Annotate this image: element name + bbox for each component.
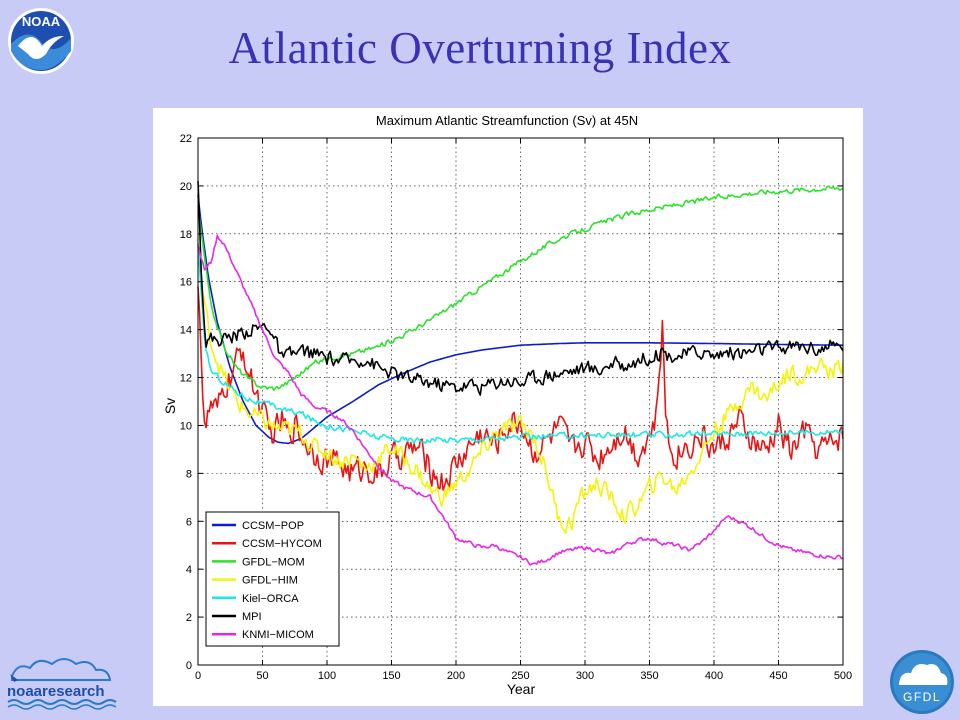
series-line-0	[197, 195, 843, 445]
noaa-research-logo: noaaresearch	[7, 658, 117, 710]
x-tick-label: 250	[511, 670, 529, 682]
axes: 0 50 100 150 200 250 300 350 400 450 500 0 2 4 6 8 10 12 1…	[180, 133, 852, 682]
gfdl-logo-text: GFDL	[903, 690, 941, 704]
legend-label: CCSM−POP	[242, 520, 304, 532]
x-tick-label: 300	[576, 670, 594, 682]
y-tick-label: 16	[180, 277, 192, 289]
y-tick-label: 10	[180, 420, 192, 432]
y-tick-label: 22	[180, 133, 192, 145]
series-line-3	[197, 243, 844, 535]
series-line-2	[197, 185, 844, 391]
noaa-logo: NOAA	[8, 8, 74, 74]
x-axis-title: Year	[507, 681, 536, 697]
x-tick-label: 200	[447, 670, 465, 682]
y-tick-label: 6	[186, 516, 192, 528]
streamfunction-chart: 0 50 100 150 200 250 300 350 400 450 500 0 2 4 6 8 10 12 1…	[162, 113, 852, 697]
legend: CCSM−POP CCSM−HYCOM GFDL−MOM GFDL−HIM Kiel−O…	[205, 511, 340, 647]
y-tick-label: 2	[186, 612, 192, 624]
legend-label: GFDL−HIM	[242, 575, 298, 587]
y-tick-label: 20	[180, 181, 192, 193]
x-tick-label: 400	[705, 670, 723, 682]
legend-label: KNMI−MICOM	[242, 629, 314, 641]
legend-label: Kiel−ORCA	[242, 593, 299, 605]
series-line-4	[197, 243, 844, 445]
legend-label: GFDL−MOM	[242, 556, 305, 568]
noaa-research-text: noaaresearch	[7, 683, 105, 700]
series-line-5	[197, 181, 844, 396]
y-axis-title: Sv	[162, 398, 178, 414]
series-lines	[197, 181, 844, 566]
legend-label: MPI	[242, 611, 262, 623]
x-tick-label: 450	[769, 670, 787, 682]
y-tick-label: 18	[180, 229, 192, 241]
x-tick-label: 0	[195, 670, 201, 682]
chart-panel: 0 50 100 150 200 250 300 350 400 450 500 0 2 4 6 8 10 12 1…	[153, 108, 863, 706]
y-tick-label: 4	[186, 564, 192, 576]
y-tick-label: 0	[186, 660, 192, 672]
gfdl-logo: GFDL	[890, 650, 954, 714]
y-tick-label: 8	[186, 468, 192, 480]
chart-title: Maximum Atlantic Streamfunction (Sv) at …	[376, 113, 638, 128]
x-tick-label: 500	[834, 670, 852, 682]
x-tick-label: 100	[318, 670, 336, 682]
y-tick-label: 12	[180, 373, 192, 385]
series-line-6	[197, 234, 844, 566]
legend-label: CCSM−HYCOM	[242, 538, 322, 550]
noaa-logo-text: NOAA	[22, 14, 61, 29]
y-tick-label: 14	[180, 325, 192, 337]
slide-title: Atlantic Overturning Index	[228, 23, 732, 73]
x-tick-label: 50	[256, 670, 268, 682]
x-tick-label: 350	[640, 670, 658, 682]
x-tick-label: 150	[382, 670, 400, 682]
